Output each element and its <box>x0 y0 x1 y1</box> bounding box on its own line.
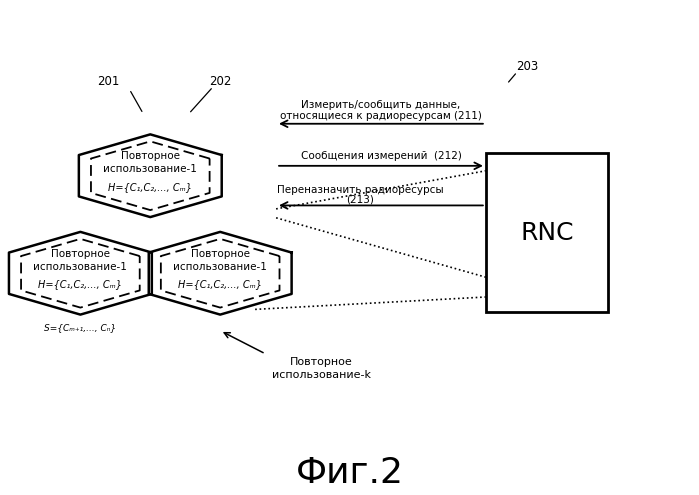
Text: Переназначить радиоресурсы: Переназначить радиоресурсы <box>277 185 443 195</box>
Text: 202: 202 <box>209 75 231 88</box>
Text: RNC: RNC <box>520 221 574 245</box>
Text: использование-1: использование-1 <box>173 262 267 272</box>
Text: Фиг.2: Фиг.2 <box>296 456 403 490</box>
Text: Повторное: Повторное <box>51 249 110 259</box>
Text: H={C₁,C₂,..., Cₘ}: H={C₁,C₂,..., Cₘ} <box>38 280 122 290</box>
Text: S={Cₘ₊₁,..., Cₙ}: S={Cₘ₊₁,..., Cₙ} <box>44 323 117 332</box>
Text: (213): (213) <box>346 195 374 204</box>
Text: 201: 201 <box>97 75 120 88</box>
Text: H={C₁,C₂,..., Cₘ}: H={C₁,C₂,..., Cₘ} <box>108 182 192 192</box>
Bar <box>486 153 608 312</box>
Text: использование-1: использование-1 <box>103 164 197 174</box>
Text: Сообщения измерений  (212): Сообщения измерений (212) <box>301 151 461 161</box>
Text: Повторное
использование-k: Повторное использование-k <box>272 357 371 380</box>
Text: Измерить/сообщить данные,: Измерить/сообщить данные, <box>301 100 461 110</box>
Text: H={C₁,C₂,..., Cₘ}: H={C₁,C₂,..., Cₘ} <box>178 280 262 290</box>
Text: 203: 203 <box>517 60 539 73</box>
Text: Повторное: Повторное <box>191 249 250 259</box>
Text: относящиеся к радиоресурсам (211): относящиеся к радиоресурсам (211) <box>280 111 482 121</box>
Text: Повторное: Повторное <box>121 151 180 161</box>
Text: использование-1: использование-1 <box>34 262 127 272</box>
